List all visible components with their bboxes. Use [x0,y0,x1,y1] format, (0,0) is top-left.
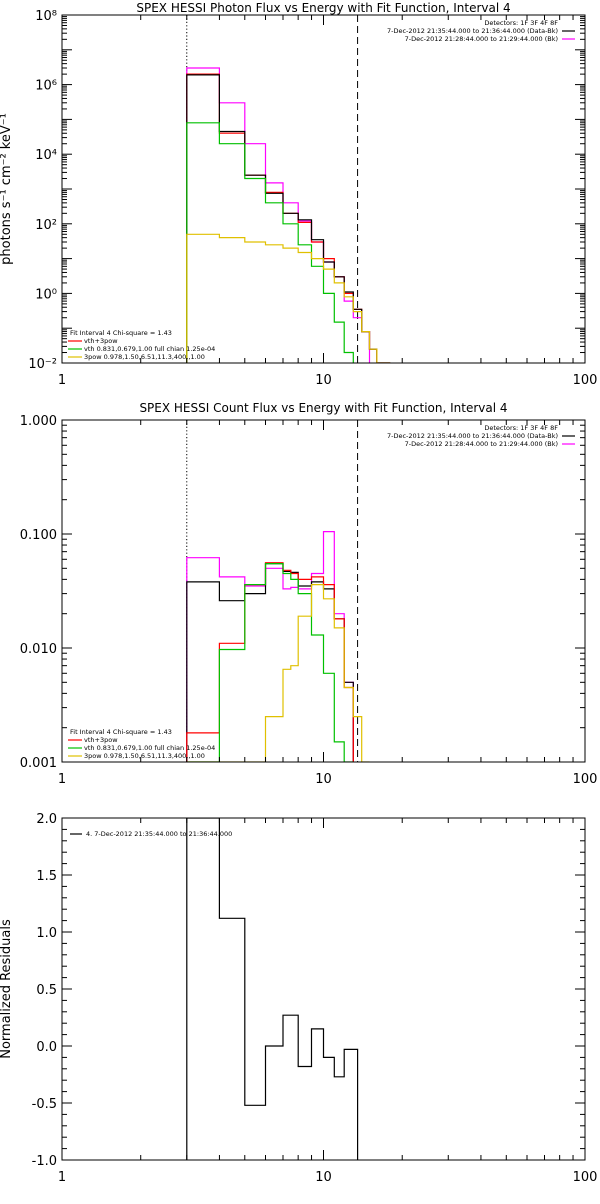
photon-y-tick-label-4: 10⁶ [35,79,57,94]
photon-y-tick-label-3: 10⁴ [35,148,57,163]
count-legend-bl-text-1: vth+3pow [84,736,118,744]
residuals-y-tick-label-2: 0.0 [36,1040,57,1055]
count-series-background [186,531,354,762]
count-series-vth [186,563,354,762]
photon-legend-bl-text-1: vth+3pow [84,337,118,345]
residuals-y-tick-label-0: -1.0 [32,1154,57,1169]
photon-y-axis-label: photons s⁻¹ cm⁻² keV⁻¹ [0,113,14,265]
residuals-series-group [186,818,359,1160]
count-title: SPEX HESSI Count Flux vs Energy with Fit… [139,401,507,415]
count-legend-tr-text-2: 7-Dec-2012 21:28:44.000 to 21:29:44.000 … [405,440,558,448]
count-legend-bl-text-2: vth 0.831,0.679,1.00 full chian 1.25e-04 [84,744,215,752]
photon-y-tick-label-0: 10⁻² [28,357,57,372]
photon-legend-tr-text-2: 7-Dec-2012 21:28:44.000 to 21:29:44.000 … [405,35,558,43]
count-legend-bl-text-0: Fit Interval 4 Chi-square = 1.43 [70,728,172,736]
photon-legend-bl-text-3: 3pow 0.978,1.50,6.51,11.3,400.,1.00 [84,353,205,361]
photon-legend-bl-text-2: vth 0.831,0.679,1.00 full chian 1.25e-04 [84,345,215,353]
residuals-y-tick-label-3: 0.5 [36,983,57,998]
count-legend-tr-text-1: 7-Dec-2012 21:35:44.000 to 21:36:44.000 … [387,432,558,440]
residuals-x-tick-label-1: 1 [58,1170,66,1185]
count-series-group [186,531,370,762]
photon-series-group [186,67,391,363]
photon-x-tick-label-1: 1 [58,373,66,388]
count-x-tick-label-1: 1 [58,772,66,787]
residuals-x-tick-label-100: 100 [573,1170,598,1185]
photon-x-tick-label-10: 10 [315,373,332,388]
count-y-tick-label-3: 1.000 [20,414,57,429]
photon-title: SPEX HESSI Photon Flux vs Energy with Fi… [136,1,510,15]
residuals-series-total [186,818,359,1160]
photon-series-3pow [186,233,391,363]
residuals-y-tick-label-5: 1.5 [36,869,57,884]
residuals-x-tick-label-10: 10 [315,1170,332,1185]
count-y-tick-label-2: 0.100 [20,528,57,543]
count-legend-bl-text-3: 3pow 0.978,1.50,6.51,11.3,400.,1.00 [84,752,205,760]
residuals-y-tick-label-4: 1.0 [36,926,57,941]
residuals-y-tick-label-1: -0.5 [32,1097,57,1112]
residuals-legend-tl-text-0: 4. 7-Dec-2012 21:35:44.000 to 21:36:44.0… [86,830,232,838]
photon-y-tick-label-1: 10⁰ [35,287,57,302]
photon-legend-bl-text-0: Fit Interval 4 Chi-square = 1.43 [70,329,172,337]
photon-y-tick-label-2: 10² [35,218,57,233]
count-x-tick-label-100: 100 [573,772,598,787]
residuals-y-axis-label: Normalized Residuals [0,919,14,1059]
count-series-3pow [186,584,370,762]
residuals-panel: 1 10 100 -1.0 -0.5 0.0 0.5 1.0 1.5 2.0 Normalized … [0,812,597,1185]
count-x-tick-label-10: 10 [315,772,332,787]
count-panel: SPEX HESSI Count Flux vs Energy with Fit… [20,401,598,787]
residuals-y-tick-label-6: 2.0 [36,812,57,827]
photon-legend-tr-text-0: Detectors: 1F 3F 4F 8F [484,19,558,27]
photon-series-vth [186,122,354,363]
count-y-tick-label-1: 0.010 [20,642,57,657]
count-y-tick-label-0: 0.001 [20,756,57,771]
photon-x-tick-label-100: 100 [573,373,598,388]
photon-y-tick-label-5: 10⁸ [35,9,57,24]
count-series-fit_total [186,562,354,762]
photon-panel: SPEX HESSI Photon Flux vs Energy with Fi… [0,1,597,388]
count-legend-tr-text-0: Detectors: 1F 3F 4F 8F [484,424,558,432]
photon-legend-tr-text-1: 7-Dec-2012 21:35:44.000 to 21:36:44.000 … [387,27,558,35]
